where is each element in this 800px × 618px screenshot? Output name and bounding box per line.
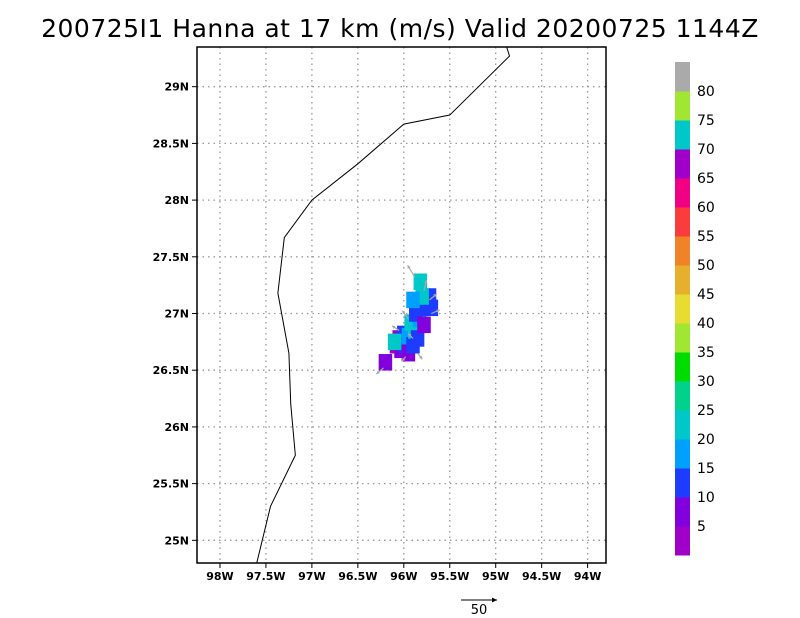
plot-frame xyxy=(196,46,607,564)
colorbar-label: 45 xyxy=(697,287,715,303)
x-axis: 98W 97.5W 97W 96.5W 96W 95.5W 95W 94.5W 94W xyxy=(206,563,601,583)
x-tick-label: 97W xyxy=(298,570,325,583)
colorbar-label: 20 xyxy=(697,432,715,448)
colorbar-label: 30 xyxy=(697,374,715,390)
x-tick-label: 97.5W xyxy=(246,570,285,583)
colorbar-label: 5 xyxy=(697,519,706,535)
plot-area xyxy=(196,46,607,564)
wind-vector-head xyxy=(408,333,412,338)
colorbar-bin xyxy=(675,497,690,527)
x-tick-label: 94.5W xyxy=(522,570,561,583)
colorbar-label: 50 xyxy=(697,258,715,274)
wind-vector-head xyxy=(419,355,423,360)
y-tick-label: 25N xyxy=(164,534,189,547)
colorbar-label: 35 xyxy=(697,345,715,361)
y-tick-label: 25.5N xyxy=(153,478,189,491)
colorbar-label: 80 xyxy=(697,84,715,100)
colorbar-label: 60 xyxy=(697,200,715,216)
y-tick-label: 27.5N xyxy=(153,251,189,264)
colorbar-label: 70 xyxy=(697,142,715,158)
wind-vector-head xyxy=(392,325,396,329)
y-axis: 25N 25.5N 26N 26.5N 27N 27.5N 28N 28.5N 29N xyxy=(153,81,197,547)
x-tick-label: 96W xyxy=(390,570,417,583)
colorbar-label: 25 xyxy=(697,403,715,419)
colorbar-label: 65 xyxy=(697,171,715,187)
wind-cell xyxy=(387,333,402,351)
colorbar-bin xyxy=(675,294,690,324)
colorbar-bin xyxy=(675,91,690,121)
colorbar-bin xyxy=(675,323,690,353)
colorbar-label: 55 xyxy=(697,229,715,245)
wind-vector-head xyxy=(402,310,406,315)
colorbar-label: 40 xyxy=(697,316,715,332)
x-tick-label: 95.5W xyxy=(430,570,469,583)
colorbar-bin xyxy=(675,178,690,208)
colorbar-bin xyxy=(675,410,690,440)
colorbar-bin xyxy=(675,439,690,469)
wind-cell xyxy=(413,273,428,291)
y-tick-label: 28.5N xyxy=(153,137,189,150)
colorbar-label: 10 xyxy=(697,490,715,506)
reference-arrow-head xyxy=(492,597,497,603)
colorbar-bin xyxy=(675,120,690,150)
x-tick-label: 98W xyxy=(206,570,233,583)
reference-label: 50 xyxy=(471,603,488,618)
x-tick-label: 96.5W xyxy=(338,570,377,583)
wind-vectors xyxy=(375,264,441,375)
wind-cell xyxy=(417,316,431,334)
x-tick-label: 95W xyxy=(482,570,509,583)
wind-vector-head xyxy=(436,309,440,313)
colorbar-label: 15 xyxy=(697,461,715,477)
wind-vector-head xyxy=(402,357,406,362)
y-tick-label: 28N xyxy=(164,194,189,207)
colorbar-bin xyxy=(675,62,690,92)
colorbar-label: 75 xyxy=(697,113,715,129)
x-tick-label: 94W xyxy=(574,570,601,583)
reference-vector: 50 xyxy=(461,597,497,618)
chart-title: 200725I1 Hanna at 17 km (m/s) Valid 2020… xyxy=(41,14,759,43)
wind-cell xyxy=(378,354,393,371)
y-tick-label: 29N xyxy=(164,81,189,94)
wind-vector-head xyxy=(424,280,428,284)
y-tick-label: 27N xyxy=(164,308,189,321)
colorbar-bin xyxy=(675,265,690,295)
wind-cells xyxy=(378,273,439,371)
wind-vector-head xyxy=(433,293,437,298)
wind-cell xyxy=(410,330,425,347)
wind-vector-head xyxy=(376,370,380,374)
colorbar: 5 10 15 20 25 30 35 40 45 50 55 60 65 70 75 80 xyxy=(675,62,715,556)
colorbar-bin xyxy=(675,381,690,411)
colorbar-bin xyxy=(675,468,690,498)
colorbar-bin xyxy=(675,526,690,556)
y-tick-label: 26.5N xyxy=(153,364,189,377)
coastline-path xyxy=(256,47,511,563)
colorbar-bin xyxy=(675,352,690,382)
colorbar-bin xyxy=(675,207,690,237)
colorbar-bin xyxy=(675,149,690,179)
colorbar-bin xyxy=(675,236,690,266)
grid-lines xyxy=(197,47,606,563)
wind-cell xyxy=(406,291,420,309)
y-tick-label: 26N xyxy=(164,421,189,434)
coastline xyxy=(256,47,511,563)
wind-vector-head xyxy=(407,265,411,269)
